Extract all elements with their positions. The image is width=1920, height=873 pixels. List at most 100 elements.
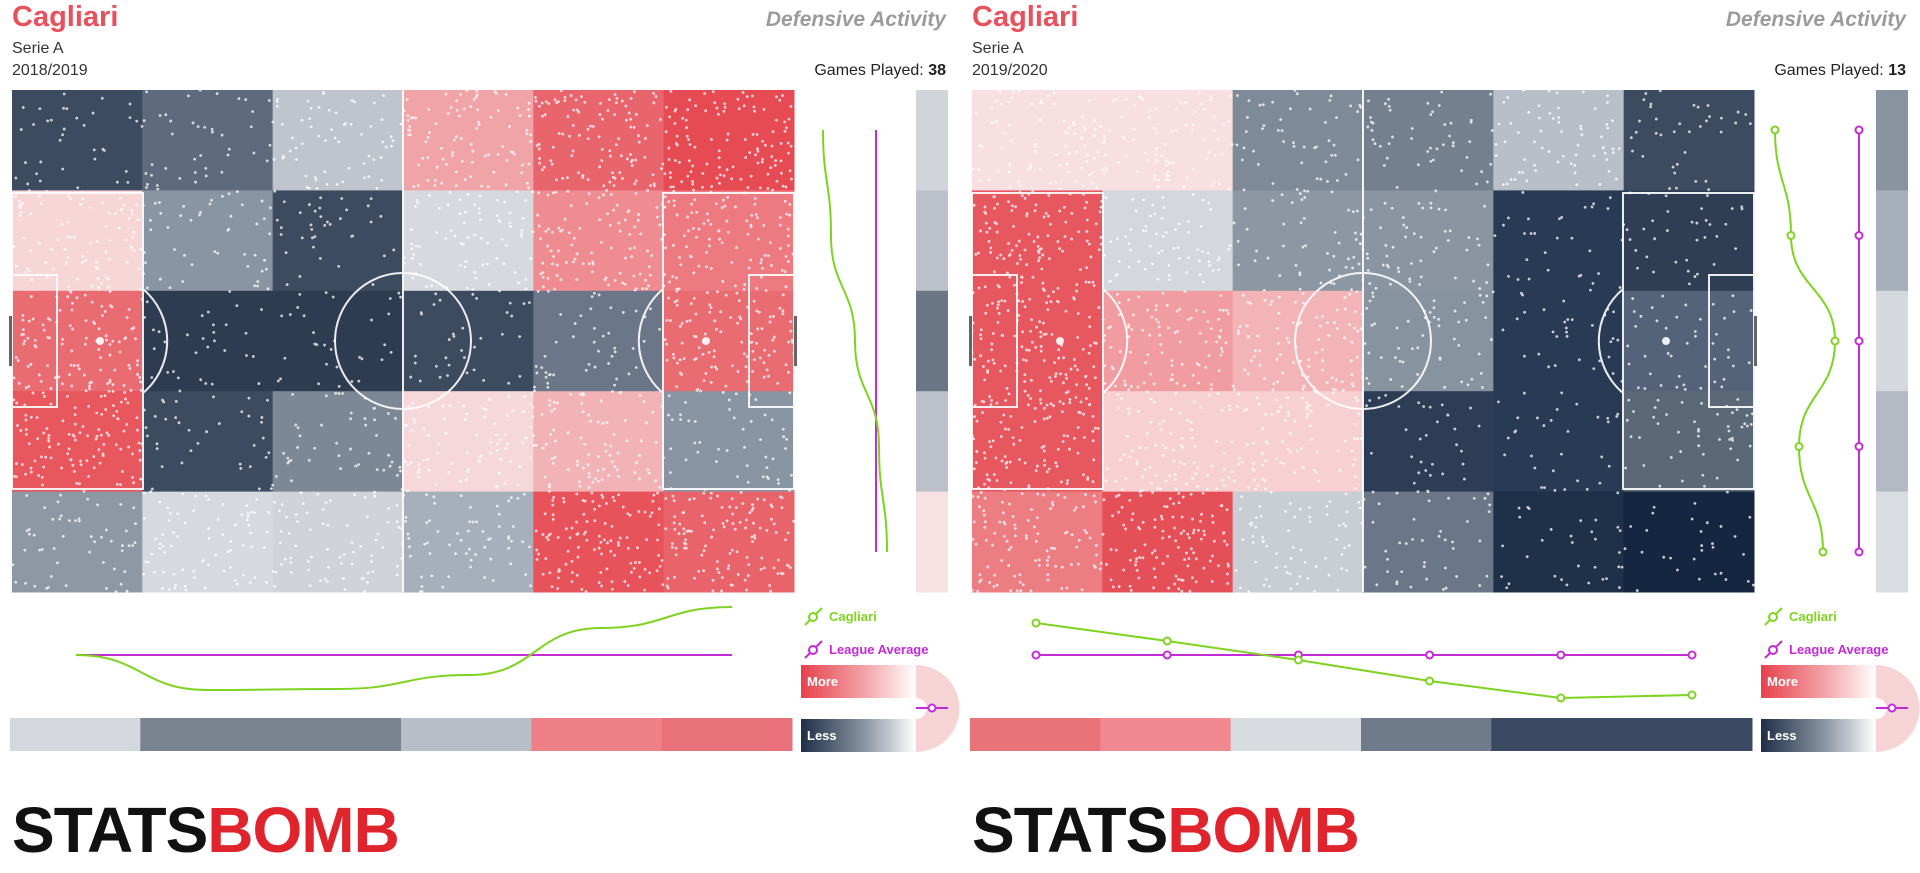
event-dot: [67, 447, 71, 451]
event-dot: [533, 389, 536, 393]
event-dot: [712, 349, 716, 353]
event-dot: [1003, 131, 1007, 135]
event-dot: [1083, 127, 1087, 131]
event-dot: [552, 407, 556, 411]
event-dot: [1560, 130, 1564, 134]
event-dot: [647, 471, 651, 475]
event-dot: [474, 434, 478, 437]
event-dot: [597, 293, 601, 297]
event-dot: [1144, 361, 1148, 365]
event-dot: [504, 243, 508, 247]
event-dot: [192, 569, 196, 573]
event-dot: [1127, 325, 1131, 329]
event-dot: [1335, 116, 1338, 119]
event-dot: [970, 588, 974, 592]
event-dot: [541, 261, 545, 265]
event-dot: [444, 237, 448, 241]
event-dot: [531, 434, 535, 438]
event-dot: [995, 479, 999, 482]
event-dot: [414, 244, 418, 248]
event-dot: [1350, 372, 1354, 376]
event-dot: [1315, 450, 1319, 454]
event-dot: [107, 389, 111, 393]
event-dot: [1293, 88, 1297, 92]
event-dot: [1067, 152, 1071, 155]
event-dot: [84, 319, 88, 323]
event-dot: [1146, 159, 1150, 163]
event-dot: [1122, 568, 1126, 572]
column-league-point: [1031, 650, 1041, 660]
event-dot: [1275, 457, 1279, 461]
event-dot: [92, 466, 96, 470]
event-dot: [1177, 257, 1181, 260]
event-dot: [1039, 389, 1042, 393]
event-dot: [715, 560, 719, 563]
event-dot: [108, 380, 112, 384]
event-dot: [352, 550, 355, 554]
event-dot: [1503, 140, 1507, 144]
event-dot: [779, 159, 783, 163]
event-dot: [335, 365, 339, 369]
event-dot: [1704, 219, 1708, 222]
event-dot: [24, 413, 28, 417]
heatmap-cell: [1623, 290, 1755, 392]
event-dot: [1278, 405, 1282, 409]
event-dot: [1219, 294, 1223, 298]
event-dot: [705, 162, 709, 166]
event-dot: [1270, 413, 1274, 417]
event-dot: [1091, 171, 1095, 174]
event-dot: [1447, 496, 1450, 500]
event-dot: [169, 544, 173, 548]
event-dot: [247, 396, 251, 400]
column-league-point: [1687, 650, 1697, 660]
event-dot: [646, 189, 650, 192]
event-dot: [1353, 457, 1357, 461]
event-dot: [752, 105, 756, 109]
event-dot: [464, 552, 468, 555]
event-dot: [1160, 517, 1164, 521]
event-dot: [158, 547, 162, 550]
more-scale-bar: [1761, 665, 1876, 698]
event-dot: [61, 167, 65, 171]
event-dot: [1056, 447, 1060, 451]
event-dot: [388, 297, 392, 300]
event-dot: [280, 122, 284, 126]
event-dot: [465, 477, 468, 481]
event-dot: [678, 256, 682, 259]
event-dot: [267, 451, 271, 455]
event-dot: [1038, 118, 1042, 122]
legend-team-marker: [1768, 612, 1778, 622]
event-dot: [145, 434, 149, 438]
event-dot: [511, 409, 515, 413]
event-dot: [1175, 108, 1179, 112]
event-dot: [541, 271, 545, 274]
event-dot: [1168, 497, 1172, 501]
event-dot: [1062, 205, 1066, 209]
event-dot: [1488, 503, 1492, 507]
event-dot: [978, 573, 982, 577]
event-dot: [47, 433, 51, 437]
event-dot: [1209, 387, 1213, 391]
event-dot: [296, 426, 300, 430]
event-dot: [1328, 268, 1331, 272]
event-dot: [1195, 308, 1198, 312]
event-dot: [73, 364, 76, 367]
event-dot: [621, 505, 625, 509]
event-dot: [1370, 129, 1374, 132]
event-dot: [1279, 461, 1282, 465]
event-dot: [201, 337, 205, 340]
event-dot: [264, 267, 268, 271]
event-dot: [1092, 156, 1096, 160]
event-dot: [1175, 309, 1179, 313]
event-dot: [693, 420, 697, 423]
event-dot: [357, 463, 360, 467]
event-dot: [1525, 555, 1529, 559]
event-dot: [1206, 251, 1210, 255]
event-dot: [789, 104, 793, 108]
event-dot: [1091, 480, 1095, 484]
event-dot: [548, 403, 552, 407]
event-dot: [1298, 507, 1302, 511]
event-dot: [743, 578, 747, 582]
event-dot: [1010, 209, 1014, 212]
event-dot: [758, 186, 762, 190]
